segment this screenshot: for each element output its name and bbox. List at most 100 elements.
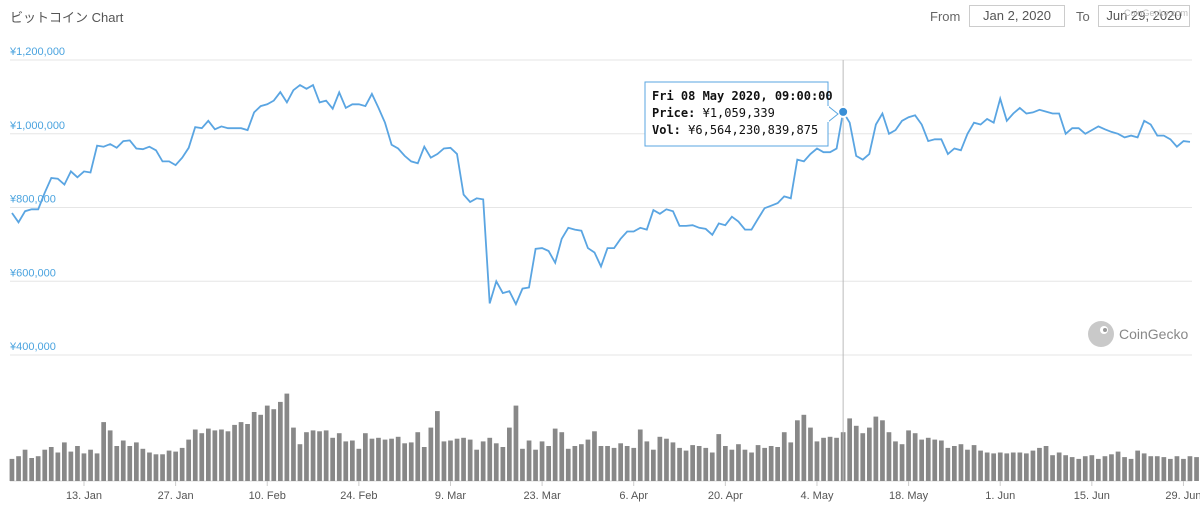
volume-bar bbox=[984, 452, 990, 481]
volume-bar bbox=[696, 446, 702, 481]
volume-bar bbox=[1102, 456, 1108, 481]
volume-bar bbox=[48, 447, 54, 481]
volume-bar bbox=[893, 441, 898, 481]
volume-bar bbox=[271, 409, 277, 481]
x-tick-label: 20. Apr bbox=[708, 490, 743, 502]
volume-bar bbox=[1115, 451, 1121, 481]
volume-bar bbox=[278, 401, 283, 481]
volume-bar bbox=[238, 422, 244, 481]
volume-bar bbox=[533, 449, 538, 481]
coingecko-watermark-text: CoinGecko bbox=[1119, 326, 1188, 342]
x-tick-label: 10. Feb bbox=[249, 490, 286, 502]
volume-bar bbox=[670, 442, 676, 481]
volume-bar bbox=[795, 420, 800, 481]
volume-bar bbox=[153, 454, 159, 481]
volume-bar bbox=[801, 414, 807, 481]
x-tick-label: 13. Jan bbox=[66, 490, 102, 502]
x-tick-label: 24. Feb bbox=[340, 490, 377, 502]
volume-bar bbox=[323, 430, 329, 481]
volume-bar bbox=[539, 441, 545, 481]
volume-bar bbox=[500, 447, 506, 481]
volume-bar bbox=[127, 446, 133, 481]
volume-bar bbox=[454, 438, 460, 481]
volume-bar bbox=[1161, 457, 1167, 481]
volume-bar bbox=[173, 451, 179, 481]
x-tick-label: 15. Jun bbox=[1074, 490, 1110, 502]
volume-bar bbox=[579, 444, 584, 481]
volume-bar bbox=[42, 449, 48, 481]
volume-bar bbox=[343, 441, 349, 481]
from-date-input[interactable] bbox=[969, 5, 1065, 27]
volume-bar bbox=[134, 442, 139, 481]
volume-bar bbox=[736, 444, 741, 481]
to-date-input[interactable] bbox=[1098, 5, 1190, 27]
volume-bar bbox=[1168, 458, 1173, 481]
volume-bar bbox=[376, 437, 381, 481]
volume-bar bbox=[480, 441, 486, 481]
volume-bar bbox=[637, 429, 643, 481]
volume-bar bbox=[1069, 457, 1075, 481]
volume-bar bbox=[474, 449, 480, 481]
volume-bar bbox=[467, 439, 473, 481]
volume-bar bbox=[493, 443, 499, 481]
volume-bar bbox=[402, 443, 408, 481]
volume-bar bbox=[572, 446, 578, 481]
volume-bar bbox=[356, 448, 362, 481]
volume-bar bbox=[179, 447, 185, 481]
coingecko-overlay-text: CoinGecko.com bbox=[1124, 8, 1189, 18]
volume-bar bbox=[1109, 454, 1114, 481]
coingecko-watermark: CoinGecko bbox=[1088, 321, 1188, 347]
volume-bar bbox=[291, 427, 296, 481]
tooltip-box bbox=[644, 81, 829, 147]
volume-bar bbox=[1148, 456, 1154, 481]
volume-bar bbox=[232, 424, 237, 481]
y-tick-label: ¥1,200,000 bbox=[9, 46, 65, 58]
y-tick-label: ¥600,000 bbox=[9, 267, 56, 279]
volume-bar bbox=[428, 427, 434, 481]
volume-bar bbox=[1017, 452, 1023, 481]
volume-bar bbox=[997, 452, 1003, 481]
volume-bar bbox=[664, 438, 669, 481]
y-tick-label: ¥400,000 bbox=[9, 341, 56, 353]
volume-bar bbox=[1024, 453, 1029, 481]
volume-bar bbox=[742, 449, 748, 481]
volume-bar bbox=[114, 446, 120, 481]
x-tick-label: 1. Jun bbox=[985, 490, 1015, 502]
volume-bar bbox=[788, 442, 794, 481]
volume-bar bbox=[1187, 456, 1193, 481]
volume-bar bbox=[552, 428, 558, 481]
volume-bar bbox=[945, 447, 951, 481]
x-tick-label: 4. May bbox=[800, 490, 834, 502]
volume-bar bbox=[94, 453, 100, 481]
volume-bar bbox=[723, 446, 728, 481]
volume-bar bbox=[441, 441, 447, 481]
x-tick-label: 27. Jan bbox=[158, 490, 194, 502]
volume-bar bbox=[814, 441, 820, 481]
volume-bar bbox=[350, 440, 355, 481]
tooltip-date: Fri 08 May 2020, 09:00:00 bbox=[652, 89, 833, 103]
volume-bar bbox=[29, 458, 35, 481]
volume-bar bbox=[415, 432, 421, 481]
volume-bar bbox=[1194, 457, 1199, 481]
volume-bar bbox=[513, 405, 519, 481]
x-tick-label: 18. May bbox=[889, 490, 929, 502]
volume-bar bbox=[16, 456, 21, 481]
volume-bar bbox=[101, 422, 107, 481]
volume-bar bbox=[206, 428, 211, 481]
volume-bar bbox=[709, 452, 715, 481]
volume-bar bbox=[330, 437, 336, 481]
volume-bar bbox=[487, 437, 493, 481]
volume-bar bbox=[264, 405, 270, 481]
tooltip: Fri 08 May 2020, 09:00:00 Price: ¥1,059,… bbox=[644, 81, 839, 147]
volume-bar bbox=[965, 449, 970, 481]
volume-bar bbox=[821, 437, 826, 481]
volume-bar bbox=[651, 449, 656, 481]
volume-bar bbox=[395, 436, 401, 481]
volume-bar bbox=[140, 448, 146, 481]
tooltip-price-value: ¥1,059,339 bbox=[703, 106, 775, 120]
from-label: From bbox=[930, 9, 961, 24]
volume-bar bbox=[1043, 446, 1049, 481]
volume-bar bbox=[683, 450, 689, 481]
volume-bar bbox=[448, 440, 453, 481]
